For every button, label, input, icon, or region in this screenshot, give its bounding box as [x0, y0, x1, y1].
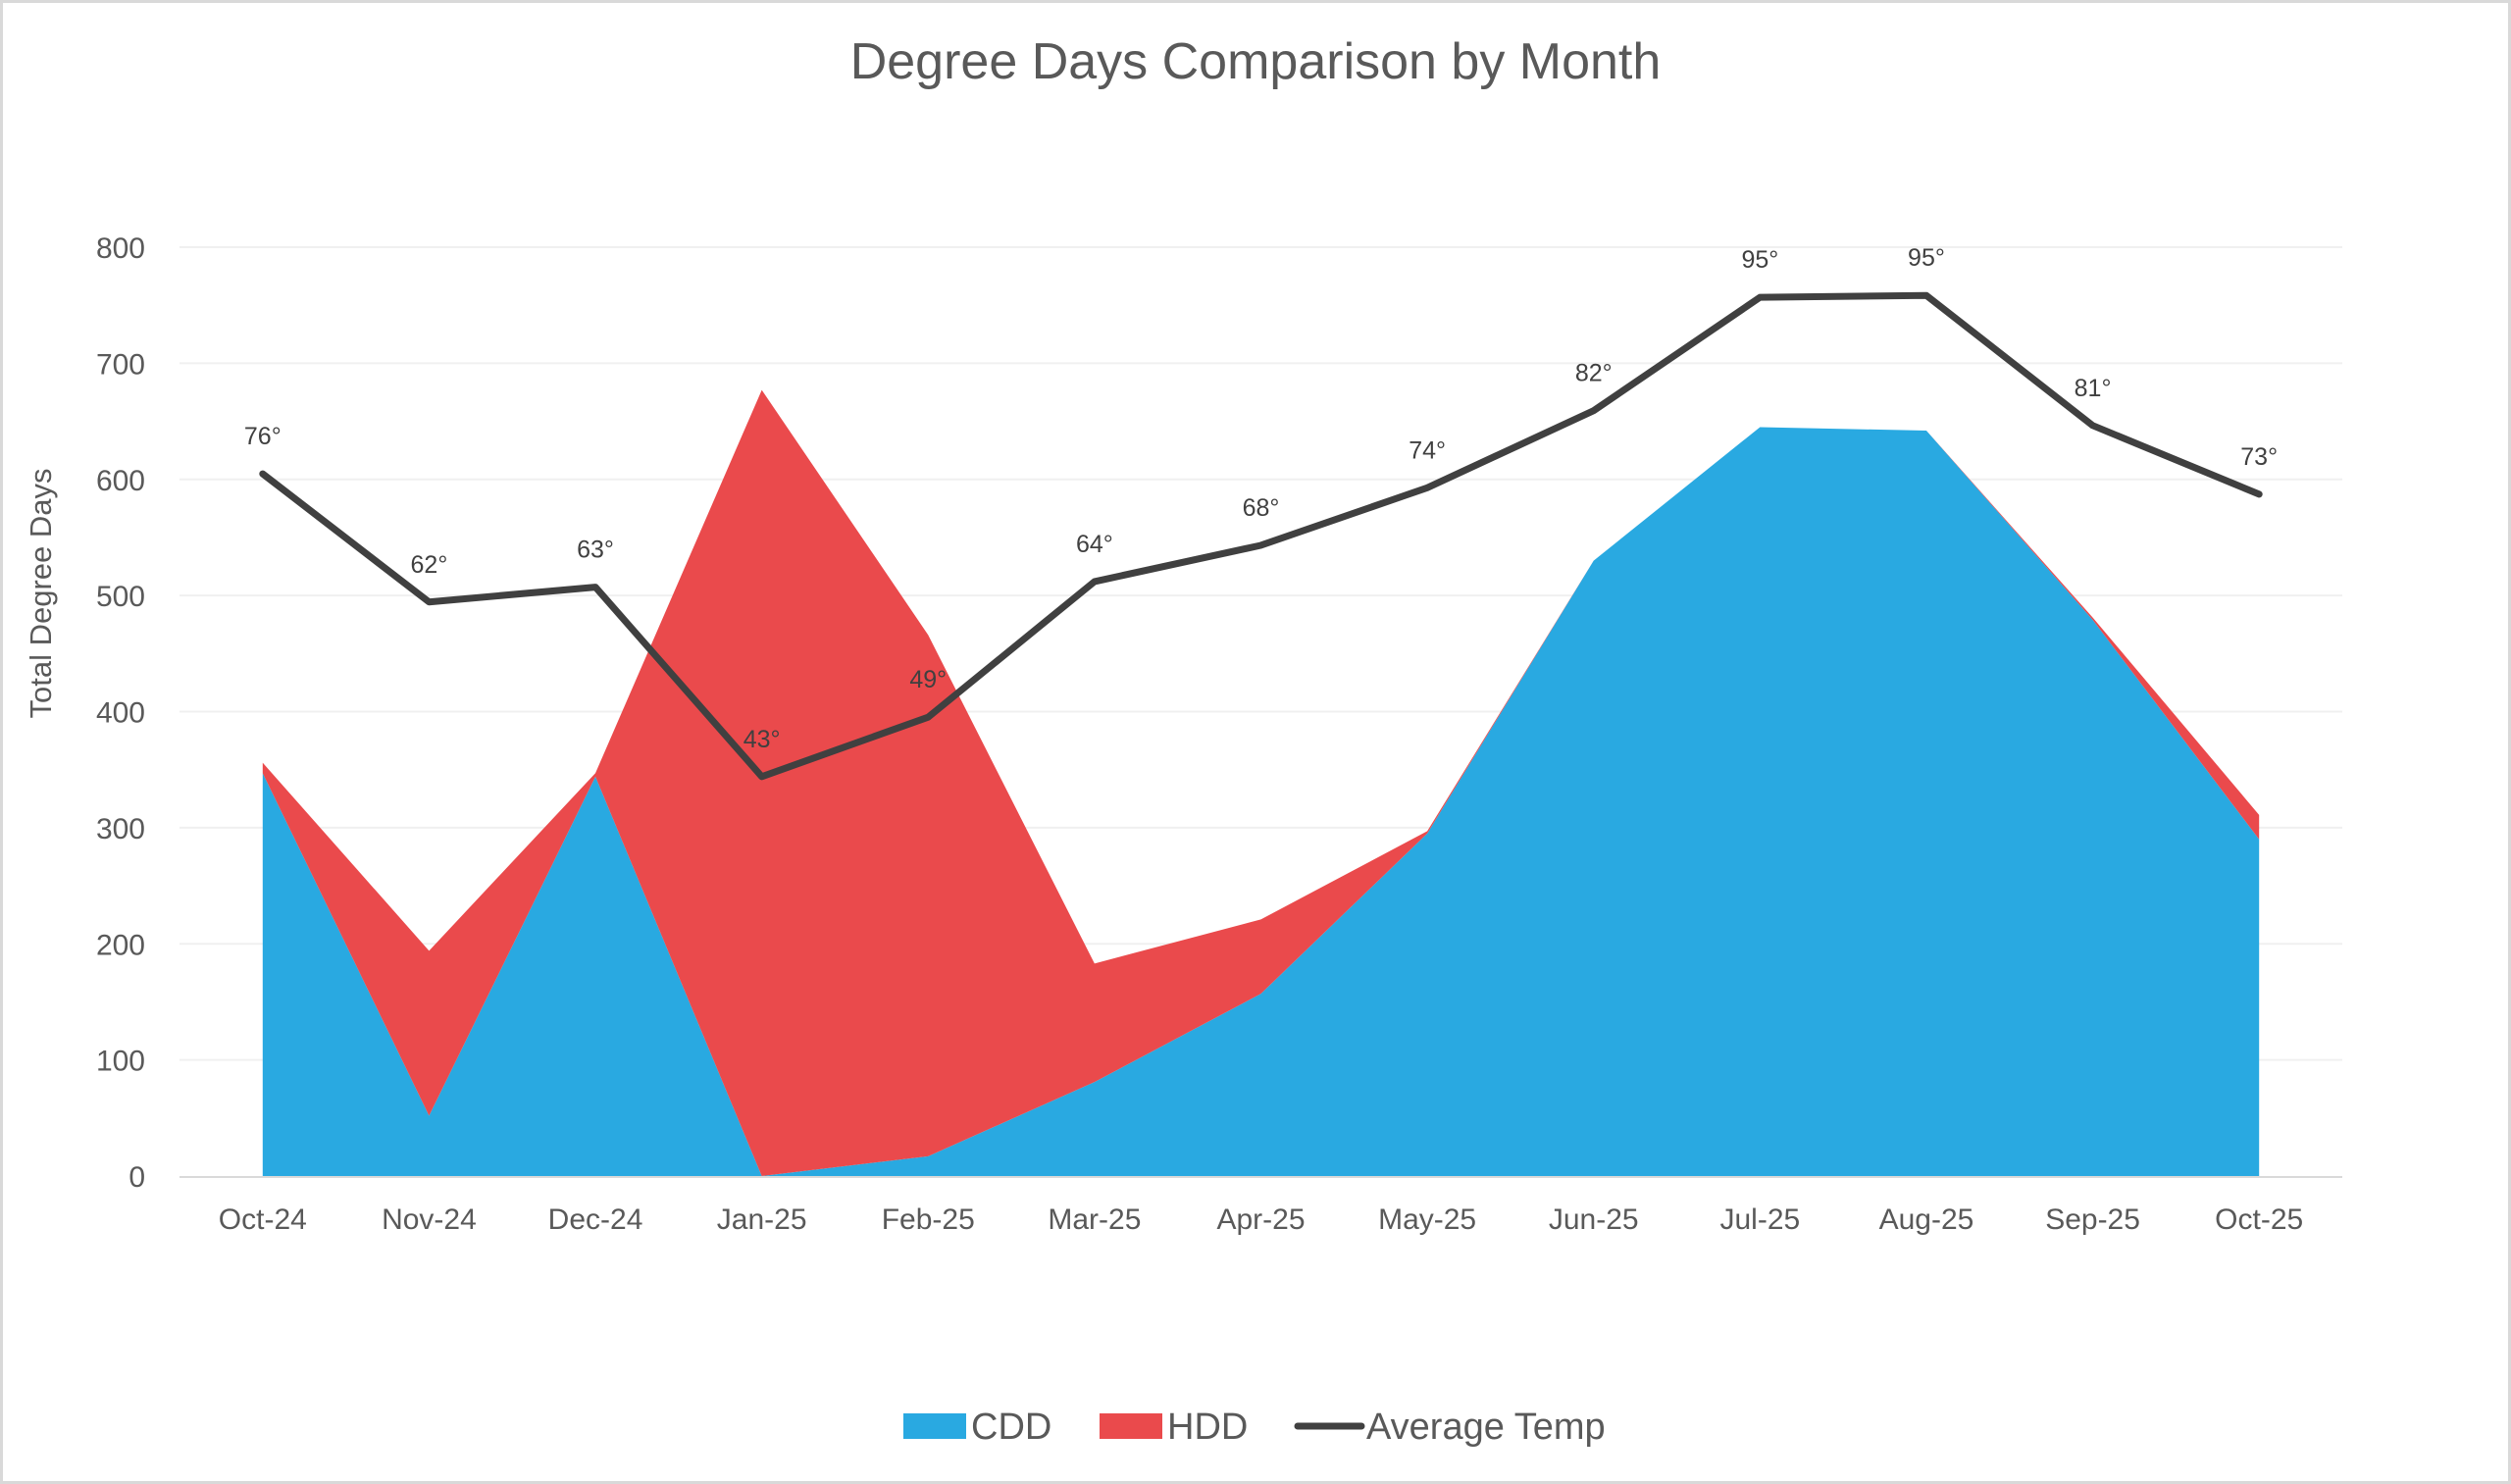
data-label-average-temp: 82°: [1575, 360, 1613, 387]
x-tick-label: Aug-25: [1879, 1203, 1974, 1236]
x-tick-label: Jul-25: [1719, 1203, 1800, 1236]
y-tick-label: 0: [128, 1161, 145, 1194]
data-label-average-temp: 76°: [244, 423, 282, 450]
y-tick-label: 500: [96, 581, 145, 613]
legend-label-cdd: CDD: [971, 1407, 1051, 1448]
y-tick-label: 200: [96, 929, 145, 961]
data-label-average-temp: 81°: [2075, 375, 2112, 402]
x-tick-label: Nov-24: [382, 1203, 477, 1236]
x-tick-label: May-25: [1378, 1203, 1476, 1236]
x-tick-label: Jun-25: [1549, 1203, 1639, 1236]
data-label-average-temp: 73°: [2240, 443, 2278, 471]
x-tick-label: Oct-25: [2215, 1203, 2303, 1236]
data-label-average-temp: 63°: [577, 537, 614, 564]
data-label-average-temp: 68°: [1243, 494, 1280, 522]
y-tick-label: 600: [96, 465, 145, 497]
data-label-average-temp: 49°: [909, 666, 947, 693]
legend-swatch-hdd: [1100, 1413, 1162, 1439]
x-tick-label: Mar-25: [1048, 1203, 1141, 1236]
legend-swatch-cdd: [903, 1413, 966, 1439]
area-series: [262, 389, 2260, 1176]
area-hdd: [262, 389, 2260, 1176]
legend: CDD HDD Average Temp: [903, 1407, 1606, 1448]
data-label-average-temp: 62°: [411, 551, 448, 579]
x-tick-label: Feb-25: [882, 1203, 975, 1236]
chart-title: Degree Days Comparison by Month: [850, 33, 1662, 90]
x-tick-label: Apr-25: [1216, 1203, 1305, 1236]
x-tick-label: Jan-25: [717, 1203, 807, 1236]
x-tick-label: Oct-24: [219, 1203, 307, 1236]
data-label-average-temp: 43°: [743, 726, 781, 753]
data-label-average-temp: 64°: [1076, 531, 1113, 558]
legend-label-average-temp: Average Temp: [1366, 1407, 1606, 1448]
y-axis-title: Total Degree Days: [24, 468, 58, 718]
y-tick-label: 100: [96, 1046, 145, 1078]
x-tick-label: Dec-24: [548, 1203, 643, 1236]
line-average-temp: [259, 291, 2263, 781]
legend-label-hdd: HDD: [1167, 1407, 1248, 1448]
y-tick-label: 800: [96, 232, 145, 265]
x-axis-ticks: Oct-24 Nov-24 Dec-24 Jan-25 Feb-25 Mar-25 Apr-…: [219, 1203, 2303, 1236]
data-label-average-temp: 74°: [1409, 436, 1446, 464]
data-label-average-temp: 95°: [1908, 244, 1945, 272]
y-tick-label: 400: [96, 697, 145, 730]
data-label-average-temp: 95°: [1741, 246, 1778, 274]
area-cdd: [262, 427, 2260, 1176]
y-tick-label: 700: [96, 348, 145, 381]
x-tick-label: Sep-25: [2045, 1203, 2140, 1236]
data-labels: 76° 62° 63° 43° 49° 64° 68° 74° 82° 95° 95° 81° 73°: [244, 244, 2278, 753]
line-series: [259, 291, 2263, 781]
y-tick-label: 300: [96, 813, 145, 845]
y-axis-ticks: 0 100 200 300 400 500 600 700 800: [96, 232, 145, 1194]
